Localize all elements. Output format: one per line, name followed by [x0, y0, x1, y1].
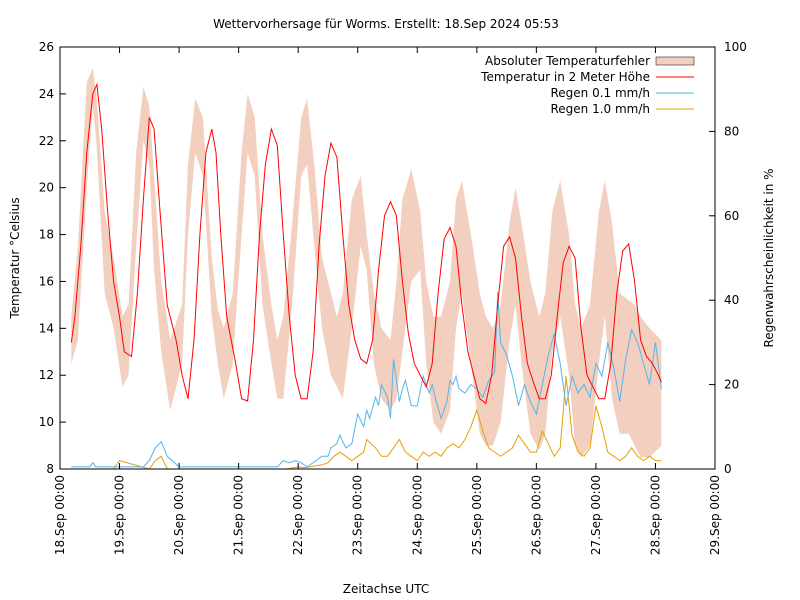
legend-label: Absoluter Temperaturfehler	[485, 54, 650, 68]
x-tick-label: 28.Sep 00:00	[648, 475, 662, 555]
y-left-tick-label: 16	[39, 274, 54, 288]
x-tick-label: 19.Sep 00:00	[113, 475, 127, 555]
x-axis-ticks: 18.Sep 00:00 19.Sep 00:00 20.Sep 00:00 21.S…	[53, 47, 722, 555]
temperature-line	[70, 82, 662, 405]
y-right-tick-label: 40	[724, 293, 739, 307]
x-tick-label: 24.Sep 00:00	[410, 475, 424, 555]
legend-label: Regen 1.0 mm/h	[550, 102, 650, 116]
x-tick-label: 23.Sep 00:00	[351, 475, 365, 555]
x-tick-label: 29.Sep 00:00	[708, 475, 722, 555]
x-axis-label: Zeitachse UTC	[343, 582, 429, 596]
y-right-tick-label: 60	[724, 209, 739, 223]
legend-label: Regen 0.1 mm/h	[550, 86, 650, 100]
y-right-tick-label: 80	[724, 124, 739, 138]
legend-swatch-band	[655, 56, 695, 66]
chart-title: Wettervorhersage für Worms. Erstellt: 18…	[213, 17, 559, 31]
temperature-error-band	[71, 68, 662, 458]
x-tick-label: 27.Sep 00:00	[589, 475, 603, 555]
y-right-axis-ticks: 0 20 40 60 80 100	[709, 40, 747, 476]
y-left-tick-label: 26	[39, 40, 54, 54]
chart-legend: Absoluter Temperaturfehler Temperatur in …	[480, 54, 695, 116]
y-left-tick-label: 18	[39, 228, 54, 242]
x-tick-label: 18.Sep 00:00	[53, 475, 67, 555]
y-left-axis-label: Temperatur °Celsius	[8, 197, 22, 319]
y-left-tick-label: 10	[39, 415, 54, 429]
y-left-tick-label: 14	[39, 321, 54, 335]
y-left-tick-label: 8	[46, 462, 54, 476]
y-left-tick-label: 22	[39, 134, 54, 148]
x-tick-label: 22.Sep 00:00	[291, 475, 305, 555]
y-right-axis-label: Regenwahrscheinlichkeit in %	[762, 168, 776, 347]
legend-label: Temperatur in 2 Meter Höhe	[480, 70, 650, 84]
x-tick-label: 20.Sep 00:00	[172, 475, 186, 555]
y-left-axis-ticks: 8 10 12 14 16 18 20 22 24 26	[39, 40, 66, 476]
x-tick-label: 26.Sep 00:00	[529, 475, 543, 555]
y-right-tick-label: 0	[724, 462, 732, 476]
x-tick-label: 21.Sep 00:00	[232, 475, 246, 555]
y-left-tick-label: 24	[39, 87, 54, 101]
plot-frame	[59, 46, 716, 470]
y-right-tick-label: 100	[724, 40, 747, 54]
temperature-error-band-layer	[71, 68, 662, 458]
y-left-tick-label: 20	[39, 181, 54, 195]
y-left-tick-label: 12	[39, 368, 54, 382]
temperature-layer	[70, 82, 662, 405]
x-tick-label: 25.Sep 00:00	[470, 475, 484, 555]
y-right-tick-label: 20	[724, 378, 739, 392]
